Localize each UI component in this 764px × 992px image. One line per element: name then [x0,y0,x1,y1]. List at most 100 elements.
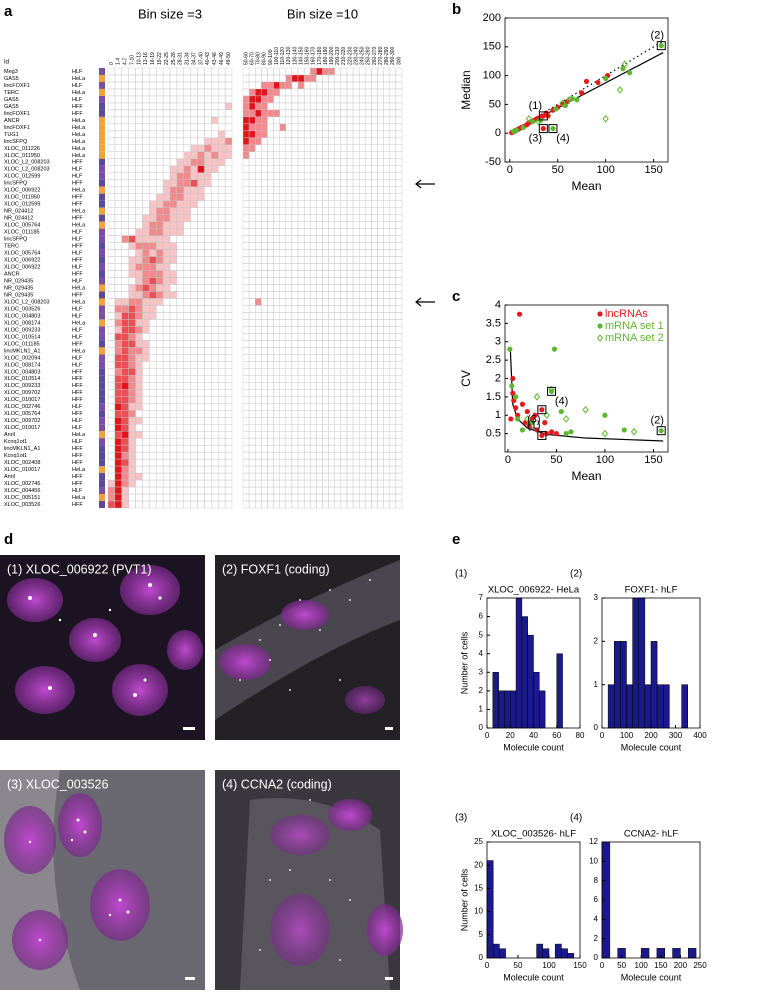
heatmap-cell [273,249,280,257]
heatmap-cell [197,137,205,146]
heatmap-cell [135,465,143,474]
y-tick-label: 6 [479,612,484,621]
heatmap-cell [114,88,122,97]
heatmap-cell [114,396,122,404]
heatmap-cell [340,123,348,132]
heatmap-cell [169,200,178,208]
heatmap-cell [334,144,342,153]
column-label: 110-120 [280,47,286,65]
heatmap-cell [121,116,129,125]
heatmap-cell [316,67,323,76]
heatmap-cell [242,389,250,397]
heatmap-cell [383,437,390,446]
heatmap-cell [303,319,311,327]
heatmap-cell [285,375,293,383]
row-group: HLF [72,69,83,75]
heatmap-cell [322,116,329,125]
heatmap-cell [248,284,256,292]
heatmap-cell [310,333,317,341]
heatmap-cell [291,493,299,502]
heatmap-cell [135,423,143,432]
heatmap-cell [303,179,311,187]
heatmap-cell [224,221,233,229]
heatmap-cell [162,81,171,90]
heatmap-cell [346,486,354,495]
heatmap-cell [322,458,329,467]
heatmap-cell [255,319,262,327]
heatmap-cell [211,151,219,159]
plot-frame [486,841,581,959]
heatmap-cell [334,95,342,104]
heatmap-cell [107,291,116,299]
heatmap-cell [255,95,262,104]
heatmap-cell [128,228,136,236]
heatmap-cell [273,354,280,362]
heatmap-cell [204,347,212,355]
heatmap-cell [340,465,348,474]
heatmap-cell [107,458,116,467]
heatmap-cell [190,207,198,215]
heatmap-cell [121,284,129,292]
heatmap-cell [310,172,317,180]
heatmap-cell [197,396,205,404]
heatmap-cell [149,305,157,313]
panel-label: a [4,3,13,20]
heatmap-cell [169,417,178,425]
heatmap-cell [218,186,226,194]
column-label: 49-50 [226,52,232,65]
heatmap-cell [135,228,143,236]
heatmap-cell [255,375,262,383]
heatmap-cell [365,186,372,194]
heatmap-cell [224,458,233,467]
heatmap-cell [365,465,372,474]
heatmap-cell [156,368,164,376]
annotation-box [656,426,666,436]
heatmap-cell [303,130,311,139]
heatmap-cell [395,179,403,187]
heatmap-cell [395,109,403,118]
heatmap-cell [169,493,178,502]
heatmap-cell [291,486,299,495]
annotation-box [547,386,557,396]
heatmap-cell [291,375,299,383]
heatmap-cell [128,88,136,97]
heatmap-cell [267,479,274,488]
heatmap-cell [352,95,360,104]
heatmap-cell [218,437,226,446]
heatmap-cell [149,382,157,390]
heatmap-cell [316,207,323,215]
heatmap-cell [352,430,360,439]
heatmap-cell [204,375,212,383]
heatmap-cell [162,347,171,355]
column-label: 120-130 [286,46,292,65]
heatmap-cell [273,74,280,83]
histogram-bar [492,672,499,729]
heatmap-cell [121,221,129,229]
heatmap-cell [183,144,191,153]
heatmap-cell [162,221,171,229]
heatmap-cell [107,444,116,453]
heatmap-cell [149,67,157,76]
heatmap-cell [183,444,191,453]
heatmap-cell [248,235,256,243]
heatmap-cell [358,228,366,236]
heatmap-cell [169,340,178,348]
heatmap-cell [169,165,178,173]
heatmap-cell [149,130,157,139]
heatmap-cell [218,102,226,111]
heatmap-cell [242,291,250,299]
heatmap-cell [114,186,122,194]
heatmap-cell [128,326,136,334]
heatmap-cell [328,137,335,146]
heatmap-cell [395,130,403,139]
heatmap-cell [248,200,256,208]
x-tick-label: 100 [620,731,634,740]
heatmap-cell [285,123,293,132]
heatmap-cell [279,249,287,257]
heatmap-cell [261,410,268,418]
heatmap-cell [169,368,178,376]
heatmap-cell [273,340,280,348]
heatmap-cell [107,172,116,180]
row-label: XLOC_010017 [4,425,40,431]
heatmap-cell [156,116,164,125]
